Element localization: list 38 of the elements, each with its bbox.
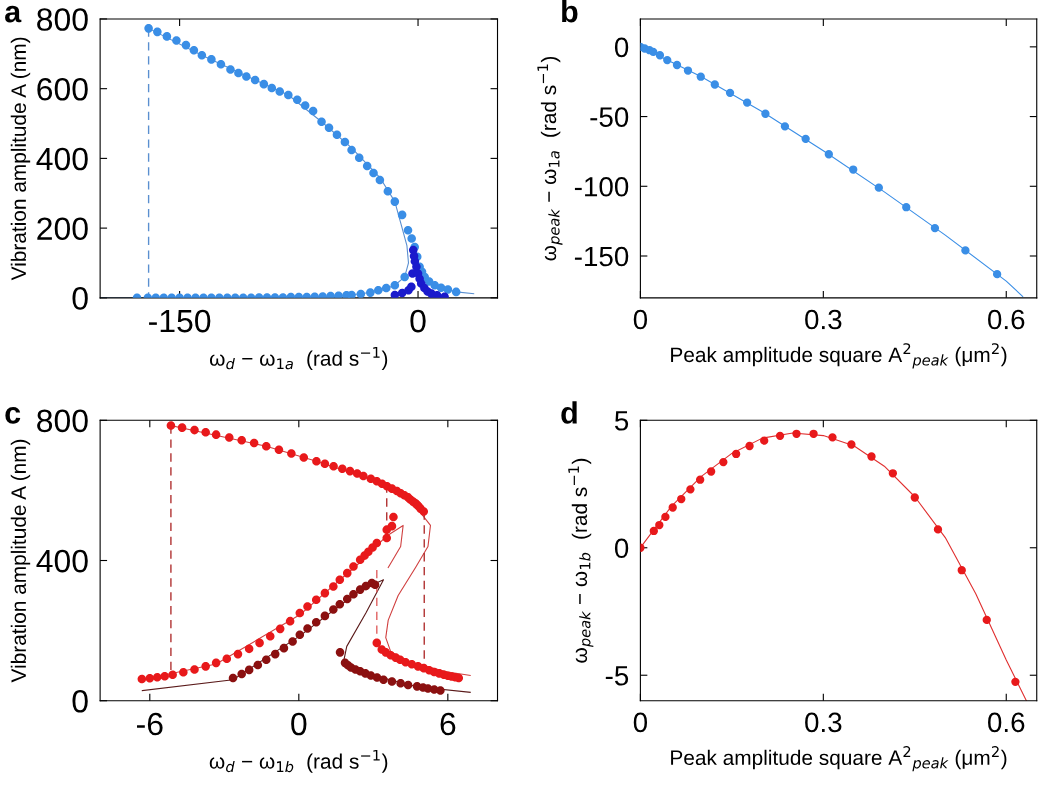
y-tick-label: 0 — [614, 538, 629, 559]
chart-title: b — [562, 0, 578, 23]
y-tick-label: 200 — [37, 217, 88, 240]
x-axis-title: Peak amplitude square A$^{2}$$_{peak}$ (μm$^{2}$) — [671, 746, 1007, 772]
x-tick-label: -6 — [137, 712, 163, 736]
y-tick-label: 800 — [37, 8, 88, 31]
y-axis-title: Vibration amplitude A (nm) — [10, 37, 31, 281]
y-tick-label: 0 — [72, 690, 88, 713]
chart-title: a — [5, 5, 22, 23]
y-axis-title: Vibration amplitude A (nm) — [10, 439, 31, 683]
x-tick-label: 0.6 — [988, 309, 1025, 330]
x-tick-label: 0.3 — [805, 309, 842, 330]
y-tick-label: -150 — [574, 246, 629, 267]
x-tick-label: -150 — [149, 309, 211, 333]
x-axis-title: ω$_{d}$ − ω$_{1b}$ (rad s$^{−1}$) — [209, 749, 388, 773]
y-axis-title: ω$_{peak}$ − ω$_{1b}$ (rad s$^{−1}$) — [568, 458, 594, 663]
y-tick-label: 0 — [614, 37, 629, 58]
y-tick-label: 5 — [614, 411, 629, 431]
chart-title: d — [561, 401, 577, 424]
x-tick-label: 0 — [410, 309, 426, 333]
x-tick-label: 6 — [440, 712, 456, 736]
y-tick-label: 0 — [72, 287, 88, 310]
x-tick-label: 0 — [291, 712, 307, 736]
y-tick-label: 600 — [37, 77, 88, 101]
y-tick-label: -50 — [590, 107, 629, 127]
y-tick-label: 400 — [36, 147, 88, 171]
y-tick-label: -100 — [574, 176, 629, 197]
x-tick-label: 0 — [633, 712, 648, 733]
y-tick-label: 400 — [36, 549, 88, 573]
x-tick-label: 0 — [633, 309, 648, 330]
x-tick-label: 0.6 — [988, 712, 1025, 733]
x-axis-title: Peak amplitude square A$^{2}$$_{peak}$ (μm$^{2}$) — [671, 343, 1007, 369]
y-axis-title: ω$_{peak}$ − ω$_{1a}$ (rad s$^{−1}$) — [537, 56, 563, 261]
y-tick-label: 800 — [37, 409, 88, 433]
x-tick-label: 0.3 — [805, 712, 842, 733]
y-tick-label: -5 — [605, 666, 629, 686]
chart-title: c — [5, 407, 21, 424]
x-axis-title: ω$_{d}$ − ω$_{1a}$ (rad s$^{−1}$) — [209, 347, 388, 370]
